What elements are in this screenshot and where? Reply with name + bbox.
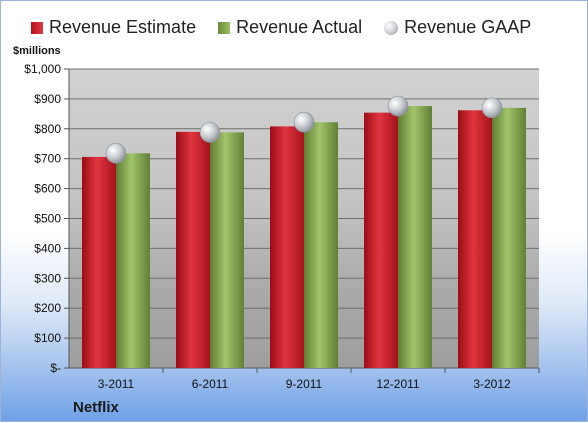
y-units-label: $millions [13, 45, 61, 57]
company-name: Netflix [73, 399, 119, 416]
legend-label-revenue-actual: Revenue Actual [236, 17, 363, 37]
bar-revenue-estimate [458, 110, 492, 369]
point-revenue-gaap [293, 111, 315, 133]
bar-revenue-estimate [270, 126, 304, 369]
legend-swatch-revenue-actual [218, 21, 231, 34]
point-revenue-gaap [105, 143, 127, 164]
legend-item-revenue-gaap: Revenue GAAP [384, 17, 531, 38]
bar-revenue-estimate [364, 112, 398, 369]
legend-label-revenue-estimate: Revenue Estimate [49, 17, 197, 37]
y-tick-label: $1,000 [24, 62, 61, 76]
y-tick-label: $700 [34, 152, 61, 166]
legend: Revenue Estimate Revenue Actual Revenue … [31, 17, 531, 38]
x-tick-label: 12-2011 [376, 377, 419, 391]
y-tick-label: $900 [34, 92, 61, 106]
x-tick-label: 3-2011 [98, 377, 135, 391]
y-tick-label: $500 [34, 212, 61, 226]
bar-revenue-estimate [82, 156, 116, 368]
legend-swatch-revenue-estimate [31, 21, 43, 34]
x-tick-label: 9-2011 [286, 377, 323, 391]
y-tick-label: $800 [34, 122, 61, 136]
point-revenue-gaap [387, 95, 409, 117]
point-revenue-gaap [481, 97, 503, 119]
bar-revenue-actual [492, 107, 526, 369]
y-tick-label: $- [50, 361, 61, 375]
bar-revenue-actual [116, 153, 150, 368]
bar-revenue-actual [304, 122, 338, 368]
point-revenue-gaap [199, 122, 221, 143]
y-tick-label: $300 [34, 271, 61, 285]
legend-label-revenue-gaap: Revenue GAAP [404, 17, 532, 37]
y-tick-label: $100 [34, 331, 61, 345]
x-tick-label: 3-2012 [473, 377, 511, 391]
bar-revenue-actual [398, 106, 432, 369]
y-tick-label: $200 [34, 301, 61, 315]
bar-revenue-actual [210, 132, 244, 368]
y-tick-label: $400 [34, 241, 61, 255]
legend-item-revenue-actual: Revenue Actual [218, 17, 362, 38]
legend-item-revenue-estimate: Revenue Estimate [31, 17, 196, 38]
bar-revenue-estimate [176, 131, 210, 368]
x-tick-label: 6-2011 [192, 377, 229, 391]
y-tick-label: $600 [34, 182, 61, 196]
legend-swatch-revenue-gaap [384, 20, 399, 35]
